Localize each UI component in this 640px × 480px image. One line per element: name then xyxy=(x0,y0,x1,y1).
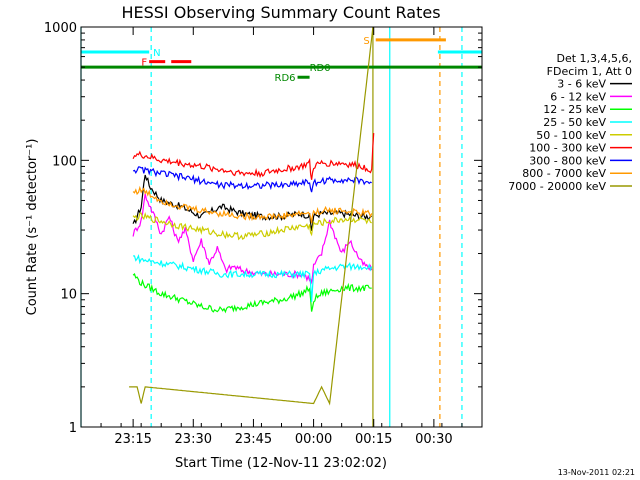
flag-label-rd6-4: RD6 xyxy=(275,73,296,84)
x-tick-label-1: 23:30 xyxy=(175,432,212,447)
series-line-50-100-kev xyxy=(132,212,372,241)
axes: 23:15 23:30 23:45 00:00 00:15 00:30 1 10 100 1000 xyxy=(44,21,483,447)
plot-frame xyxy=(80,26,483,428)
y-tick-label-1: 10 xyxy=(60,288,77,303)
flag-label-rd0-3: RD0 xyxy=(310,63,331,74)
chart-title: HESSI Observing Summary Count Rates xyxy=(121,3,440,22)
series-line-25-50-kev xyxy=(133,254,373,303)
legend-label-6: 300 - 800 keV xyxy=(529,154,606,167)
flag-label-f-2: F xyxy=(141,58,147,69)
flag-label-n-0: N xyxy=(153,48,160,59)
y-axis-label: Count Rate (s⁻¹ detector⁻¹) xyxy=(25,139,40,316)
x-tick-label-5: 00:30 xyxy=(415,432,452,447)
footer-date: 13-Nov-2011 02:21 xyxy=(558,468,635,477)
y-tick-label-0: 1 xyxy=(69,421,77,436)
legend: Det 1,3,4,5,6,FDecim 1, Att 03 - 6 keV6 … xyxy=(508,52,632,193)
y-tick-label-2: 100 xyxy=(52,154,77,169)
legend-header-1: FDecim 1, Att 0 xyxy=(547,65,632,78)
legend-label-1: 6 - 12 keV xyxy=(550,90,606,103)
x-tick-label-3: 00:00 xyxy=(295,432,332,447)
series-line-6-12-kev xyxy=(132,193,373,285)
legend-label-0: 3 - 6 keV xyxy=(557,78,606,91)
y-tick-label-3: 1000 xyxy=(44,21,77,36)
series-line-100-300-kev xyxy=(132,133,375,180)
legend-label-2: 12 - 25 keV xyxy=(543,103,606,116)
series-line-800-7000-kev xyxy=(132,185,373,224)
legend-label-4: 50 - 100 keV xyxy=(536,129,606,142)
x-tick-label-0: 23:15 xyxy=(114,432,151,447)
legend-label-8: 7000 - 20000 keV xyxy=(508,180,606,193)
x-axis-label: Start Time (12-Nov-11 23:02:02) xyxy=(175,456,387,471)
series-line-7000-20000-kev xyxy=(129,26,374,406)
series-line-12-25-kev xyxy=(132,273,372,314)
x-tick-label-2: 23:45 xyxy=(235,432,272,447)
legend-label-5: 100 - 300 keV xyxy=(529,142,606,155)
legend-label-7: 800 - 7000 keV xyxy=(522,167,606,180)
plot-area: NF RD0 RD6 S xyxy=(80,26,482,427)
x-tick-label-4: 00:15 xyxy=(355,432,392,447)
legend-label-3: 25 - 50 keV xyxy=(543,116,606,129)
series-line-300-800-kev xyxy=(132,166,372,193)
flag-label-s-5: S xyxy=(363,36,369,47)
legend-header-0: Det 1,3,4,5,6, xyxy=(556,52,632,65)
